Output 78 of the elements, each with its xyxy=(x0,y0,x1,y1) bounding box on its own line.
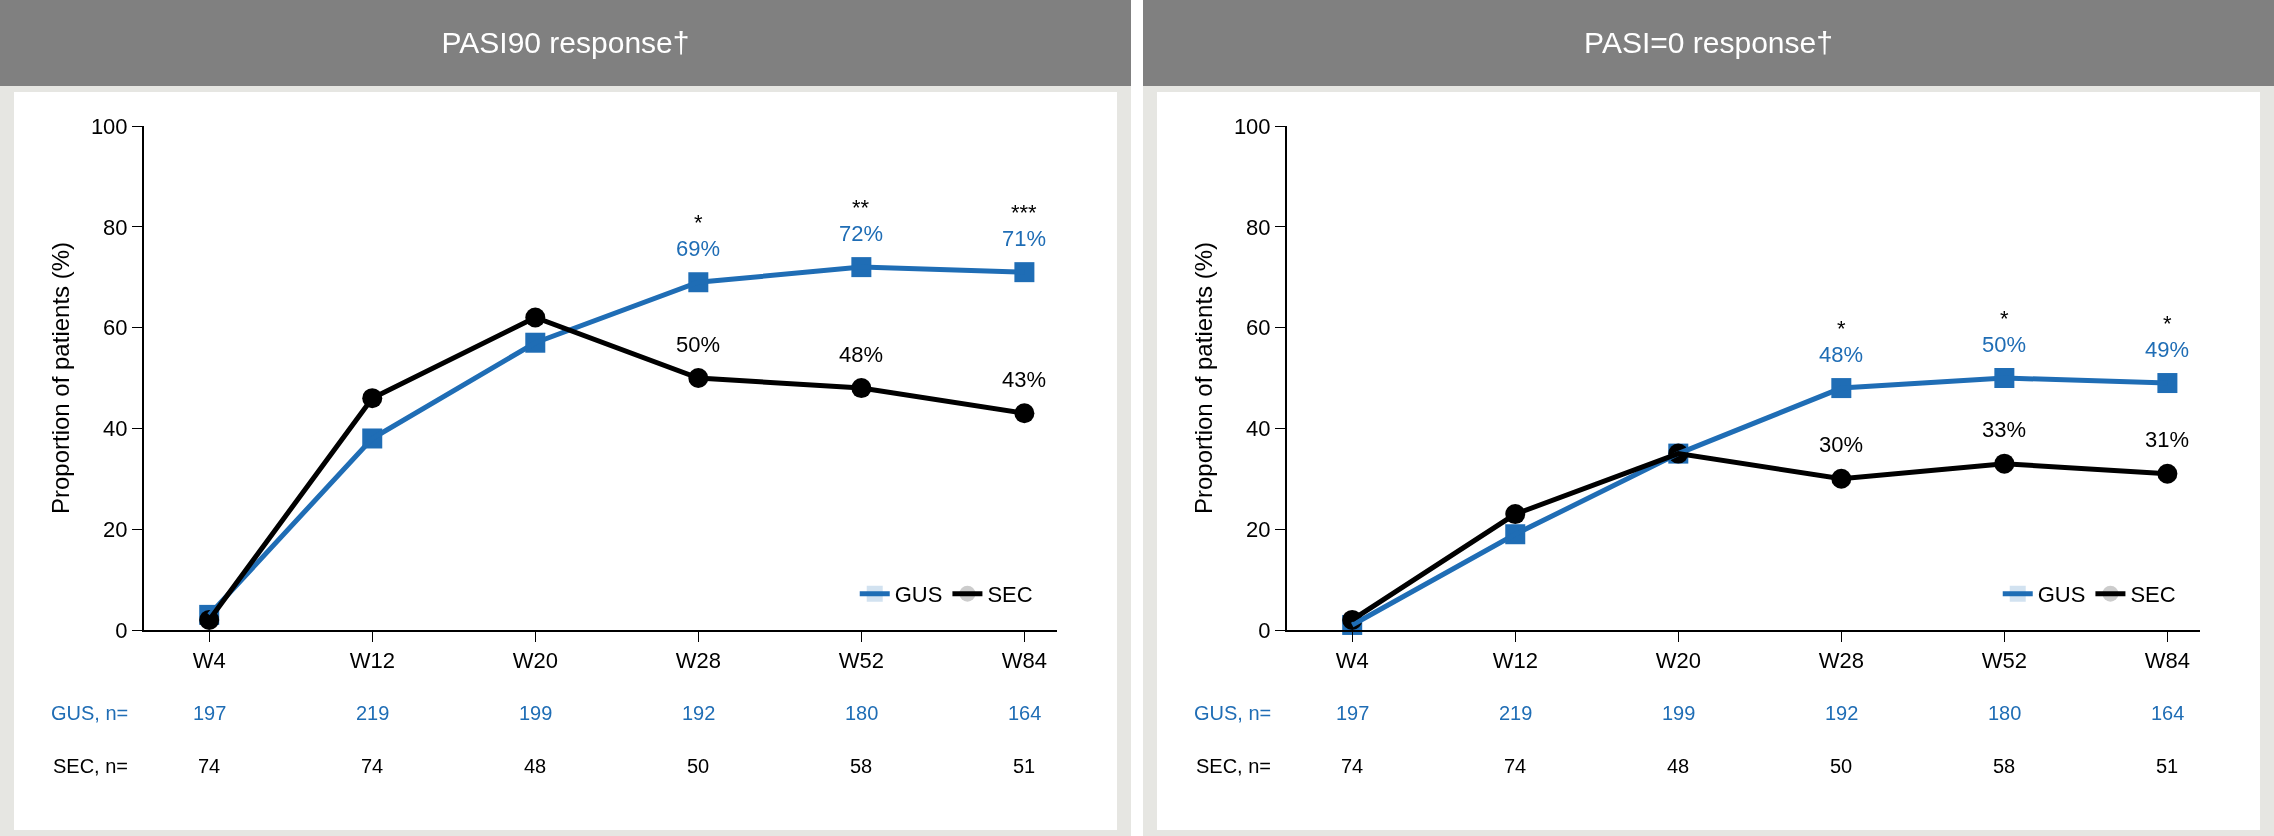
text: SEC, n= xyxy=(53,755,129,777)
data-label: 33% xyxy=(1982,417,2027,442)
y-axis-title: Proportion of patients (%) xyxy=(1190,241,1218,515)
legend-label: GUS xyxy=(894,582,943,608)
x-tick-label: W84 xyxy=(2144,648,2191,674)
y-tick-label: 80 xyxy=(1246,214,1271,240)
x-tick-label: W52 xyxy=(1981,648,2027,674)
data-label: 69% xyxy=(676,236,721,261)
chart-title: PASI90 response† xyxy=(0,0,1131,86)
y-tick-label: 0 xyxy=(1258,617,1271,643)
text: 219 xyxy=(356,702,390,724)
text: 219 xyxy=(1499,702,1533,724)
y-tick-label: 20 xyxy=(103,516,128,542)
y-tick-label: 80 xyxy=(103,214,128,240)
y-tick-label: 100 xyxy=(1233,113,1271,139)
legend-label: SEC xyxy=(2130,582,2176,608)
x-tick-label: W20 xyxy=(1655,648,1701,674)
text: 180 xyxy=(845,702,879,724)
text: 48 xyxy=(524,755,547,777)
annotation: ** xyxy=(852,195,870,220)
y-tick-label: 20 xyxy=(1246,516,1271,542)
text: 51 xyxy=(2156,755,2179,777)
text: 74 xyxy=(198,755,221,777)
legend-label: GUS xyxy=(2037,582,2086,608)
text: GUS, n= xyxy=(1194,702,1272,724)
data-label: 50% xyxy=(1982,332,2027,357)
data-label: 31% xyxy=(2145,427,2190,452)
annotation: * xyxy=(694,210,703,235)
y-tick-label: 40 xyxy=(1246,416,1271,442)
text: 197 xyxy=(193,702,227,724)
annotation: * xyxy=(1837,316,1846,341)
text: 51 xyxy=(1013,755,1036,777)
x-tick-label: W4 xyxy=(192,648,226,674)
y-tick-label: 0 xyxy=(115,617,128,643)
data-label: 43% xyxy=(1002,367,1047,392)
data-label: 48% xyxy=(839,342,884,367)
text: 164 xyxy=(1008,702,1042,724)
data-label: 50% xyxy=(676,332,721,357)
text: GUS, n= xyxy=(51,702,129,724)
text: 199 xyxy=(519,702,553,724)
legend-label: SEC xyxy=(987,582,1033,608)
data-label: 49% xyxy=(2145,337,2190,362)
y-tick-label: 40 xyxy=(103,416,128,442)
text: 74 xyxy=(1341,755,1364,777)
x-tick-label: W20 xyxy=(512,648,558,674)
annotation: * xyxy=(2000,306,2009,331)
x-tick-label: W84 xyxy=(1001,648,1048,674)
y-tick-label: 100 xyxy=(90,113,128,139)
y-axis-title: Proportion of patients (%) xyxy=(47,241,75,515)
x-tick-label: W52 xyxy=(838,648,884,674)
text: 197 xyxy=(1336,702,1370,724)
annotation: * xyxy=(2163,311,2172,336)
text: 74 xyxy=(1504,755,1527,777)
data-label: 30% xyxy=(1819,432,1864,457)
x-tick-label: W28 xyxy=(675,648,721,674)
x-tick-label: W12 xyxy=(349,648,395,674)
data-label: 72% xyxy=(839,221,884,246)
text: 164 xyxy=(2151,702,2185,724)
text: 58 xyxy=(1993,755,2016,777)
data-label: 71% xyxy=(1002,226,1047,251)
text: SEC, n= xyxy=(1196,755,1272,777)
data-label: 48% xyxy=(1819,342,1864,367)
text: 50 xyxy=(687,755,710,777)
text: 48 xyxy=(1667,755,1690,777)
x-tick-label: W28 xyxy=(1818,648,1864,674)
x-tick-label: W4 xyxy=(1335,648,1369,674)
chart-title: PASI=0 response† xyxy=(1143,0,2274,86)
text: 192 xyxy=(682,702,716,724)
text: 192 xyxy=(1825,702,1859,724)
y-tick-label: 60 xyxy=(103,315,128,341)
annotation: *** xyxy=(1011,200,1038,225)
y-tick-label: 60 xyxy=(1246,315,1271,341)
text: 199 xyxy=(1662,702,1696,724)
text: 180 xyxy=(1988,702,2022,724)
text: 58 xyxy=(850,755,873,777)
text: 50 xyxy=(1830,755,1853,777)
x-tick-label: W12 xyxy=(1492,648,1538,674)
text: 74 xyxy=(361,755,384,777)
